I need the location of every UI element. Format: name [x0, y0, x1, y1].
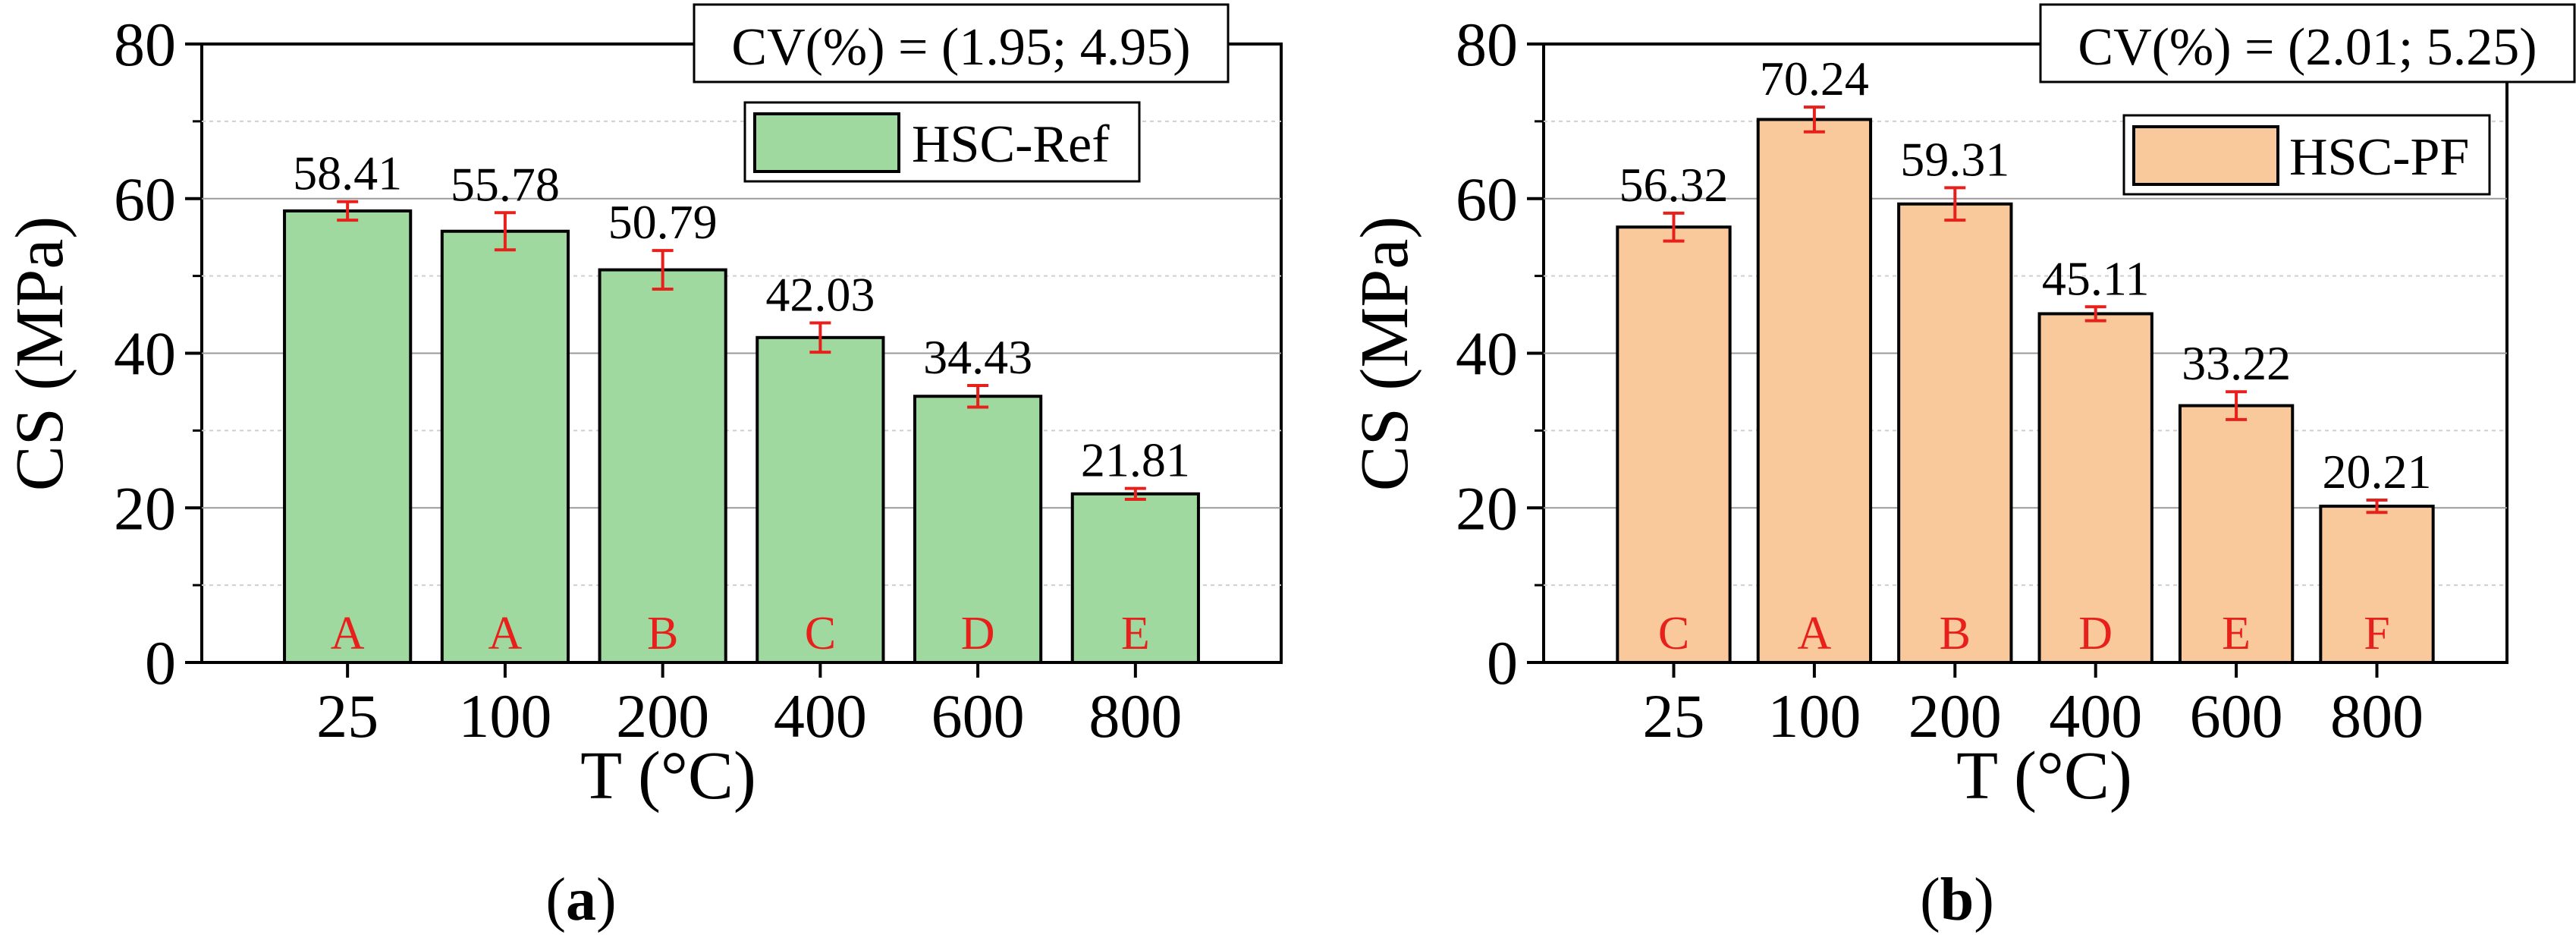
- y-tick-label: 80: [114, 10, 176, 79]
- y-ticks: 0 20 40 60 80: [1456, 10, 1544, 697]
- legend-label: HSC-Ref: [912, 115, 1110, 174]
- legend: HSC-PF: [2122, 114, 2491, 196]
- bar: [1897, 202, 2013, 665]
- y-tick-label: 60: [1456, 165, 1518, 234]
- data-label: 34.43: [923, 330, 1032, 384]
- x-tick-label: 100: [1767, 681, 1861, 750]
- y-tick-label: 20: [114, 474, 176, 543]
- panel-b: 0 20 40 60 80 56.32 C 70.24 A 59.31 B 45.11 D 33.22 E…: [1347, 3, 2576, 933]
- data-label: 55.78: [451, 157, 560, 211]
- y-ticks: 0 20 40 60 80: [114, 10, 202, 697]
- group-letter: A: [1798, 608, 1832, 659]
- group-letter: B: [647, 608, 678, 659]
- bar: [913, 395, 1043, 664]
- legend-swatch: [2132, 125, 2279, 186]
- data-label: 45.11: [2042, 251, 2150, 305]
- bar: [283, 209, 413, 664]
- data-label: 70.24: [1760, 52, 1869, 105]
- bar: [2037, 312, 2153, 664]
- cv-note: CV(%) = (1.95; 4.95): [731, 18, 1190, 77]
- legend: HSC-Ref: [743, 101, 1141, 183]
- x-tick-label: 800: [2330, 681, 2424, 750]
- cv-note-box: CV(%) = (2.01; 5.25): [2039, 3, 2576, 83]
- data-label: 33.22: [2182, 336, 2291, 390]
- y-tick-label: 0: [1487, 628, 1518, 697]
- group-letter: E: [2222, 608, 2251, 659]
- y-tick-label: 20: [1456, 474, 1518, 543]
- x-ticks: 25 100 200 400 600 800: [316, 662, 1182, 750]
- bar: [1070, 492, 1200, 664]
- data-label: 56.32: [1619, 158, 1728, 212]
- bar: [598, 268, 727, 664]
- x-tick-label: 200: [616, 681, 709, 750]
- bar: [1756, 118, 1873, 664]
- cv-note: CV(%) = (2.01; 5.25): [2078, 18, 2537, 77]
- x-axis-label: T (°C): [580, 738, 756, 813]
- x-tick-label: 25: [316, 681, 379, 750]
- legend-swatch: [753, 112, 900, 173]
- group-letter: D: [2078, 608, 2113, 659]
- x-tick-label: 100: [458, 681, 551, 750]
- panel-label: (a): [545, 867, 616, 933]
- data-label: 20.21: [2323, 445, 2432, 499]
- bar: [440, 229, 570, 664]
- y-tick-label: 80: [1456, 10, 1518, 79]
- group-letter: B: [1940, 608, 1971, 659]
- bar: [756, 335, 885, 664]
- y-tick-label: 0: [145, 628, 176, 697]
- y-tick-label: 40: [114, 319, 176, 389]
- panel-letter: b: [1940, 867, 1974, 933]
- group-letter: D: [961, 608, 995, 659]
- bars: 56.32 C 70.24 A 59.31 B 45.11 D 33.22 E 20.21 F: [1616, 52, 2435, 665]
- legend-label: HSC-PF: [2289, 128, 2469, 187]
- x-tick-label: 600: [931, 681, 1025, 750]
- group-letter: F: [2364, 608, 2389, 659]
- data-label: 21.81: [1081, 433, 1190, 487]
- data-label: 59.31: [1900, 132, 2009, 186]
- x-ticks: 25 100 200 400 600 800: [1642, 662, 2424, 750]
- cv-note-box: CV(%) = (1.95; 4.95): [693, 3, 1230, 83]
- x-tick-label: 25: [1642, 681, 1704, 750]
- x-tick-label: 200: [1908, 681, 2002, 750]
- y-axis-label: CS (MPa): [2, 216, 77, 492]
- x-axis-label: T (°C): [1956, 738, 2132, 813]
- panel-letter: a: [566, 867, 596, 933]
- bars: 58.41 A 55.78 A 50.79 B 42.03 C 34.43 D 21.81 E: [283, 146, 1200, 664]
- y-axis-label: CS (MPa): [1347, 216, 1422, 492]
- panel-a: 0 20 40 60 80 58.41 A 55.78 A 50.79 B 42.03 C 34.43 D…: [2, 3, 1283, 933]
- group-letter: A: [488, 608, 523, 659]
- x-tick-label: 600: [2190, 681, 2283, 750]
- data-label: 58.41: [293, 146, 402, 200]
- x-tick-label: 400: [2049, 681, 2142, 750]
- x-tick-label: 800: [1089, 681, 1182, 750]
- y-tick-label: 60: [114, 165, 176, 234]
- group-letter: E: [1121, 608, 1150, 659]
- bar: [1616, 225, 1732, 664]
- data-label: 42.03: [765, 267, 875, 321]
- group-letter: A: [331, 608, 365, 659]
- panel-label: (b): [1920, 867, 1994, 933]
- data-label: 50.79: [608, 195, 718, 249]
- y-tick-label: 40: [1456, 319, 1518, 389]
- group-letter: C: [1658, 608, 1689, 659]
- x-tick-label: 400: [774, 681, 867, 750]
- group-letter: C: [805, 608, 836, 659]
